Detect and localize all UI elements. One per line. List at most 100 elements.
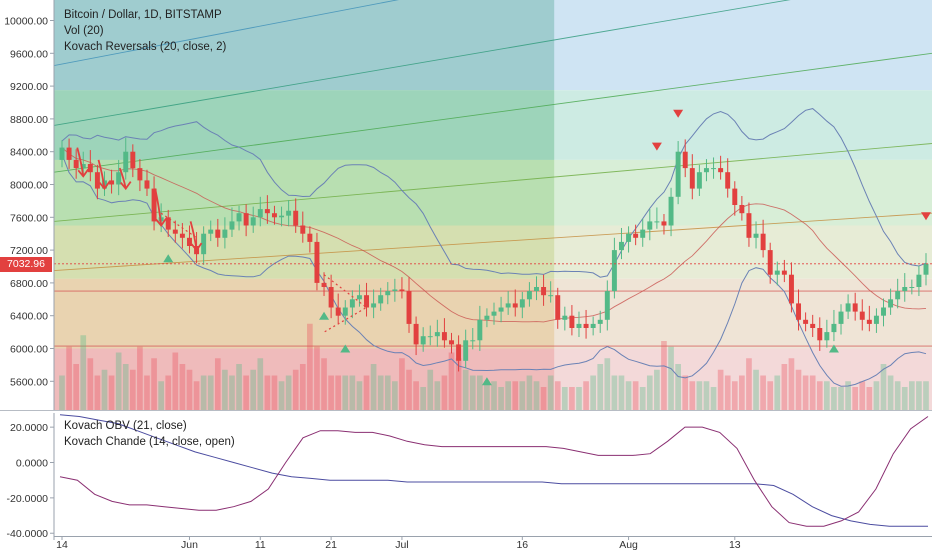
volume-bar	[746, 358, 752, 410]
volume-bar	[108, 375, 115, 410]
volume-bar	[264, 375, 271, 410]
candle-body	[689, 168, 695, 189]
volume-bar	[73, 364, 79, 410]
candle-body	[760, 233, 766, 251]
volume-bar	[229, 375, 235, 410]
price-tick-label: 8400.00	[10, 147, 48, 159]
volume-bar	[590, 375, 596, 410]
volume-bar	[866, 387, 873, 410]
price-tick-label: 10000.00	[4, 16, 48, 28]
candle-body	[201, 233, 207, 255]
candle-body	[208, 229, 214, 234]
candle-body	[109, 180, 115, 185]
volume-bar	[880, 364, 887, 410]
symbol-title[interactable]: Bitcoin / Dollar, 1D, BITSTAMP	[64, 9, 222, 21]
volume-bar	[257, 358, 264, 410]
reversal-up-marker	[340, 344, 351, 353]
candle-body	[859, 311, 865, 320]
volume-bar	[894, 381, 901, 410]
indicator-reversals-label[interactable]: Kovach Reversals (20, close, 2)	[64, 41, 227, 53]
volume-bar	[59, 375, 65, 410]
volume-bar	[887, 375, 894, 410]
volume-bar	[399, 358, 405, 410]
volume-bar	[314, 346, 320, 410]
volume-bar	[214, 358, 221, 410]
candle-body	[137, 168, 143, 181]
volume-bar	[760, 375, 766, 410]
volume-bar	[526, 375, 533, 410]
volume-bar	[356, 381, 363, 410]
fib-band-shade-3	[54, 225, 555, 279]
annotation-arrow	[189, 221, 203, 252]
price-tick-label: 6800.00	[10, 278, 48, 290]
volume-bar	[200, 375, 207, 410]
candle-body	[640, 229, 646, 238]
candle-body	[725, 172, 731, 189]
volume-bar	[87, 358, 94, 410]
candle-body	[328, 287, 334, 308]
volume-bar	[434, 381, 441, 410]
candle-body	[413, 323, 419, 345]
candle-body	[449, 340, 454, 345]
candle-body	[824, 332, 830, 341]
volume-bar	[448, 352, 455, 410]
upper-band-line	[61, 108, 927, 278]
candle-body	[342, 307, 348, 316]
candle-body	[895, 291, 901, 300]
volume-bar	[179, 364, 186, 410]
candle-body	[406, 291, 412, 324]
candle-body	[774, 270, 780, 275]
volume-bar	[561, 387, 568, 410]
volume-bar	[668, 346, 674, 410]
candle-body	[80, 164, 86, 169]
time-tick-label: Aug	[619, 539, 638, 550]
volume-bar	[682, 375, 689, 410]
volume-bar	[377, 375, 384, 410]
candle-body	[116, 172, 122, 185]
candle-body	[356, 295, 362, 300]
fib-band-shade-2	[54, 159, 555, 226]
volume-bar	[115, 352, 122, 410]
candle-body	[810, 323, 816, 328]
candle-body	[732, 188, 738, 205]
candle-body	[271, 213, 277, 218]
candle-body	[420, 336, 426, 345]
volume-bar	[186, 369, 193, 410]
candle-body	[767, 250, 773, 275]
candle-body	[526, 291, 532, 300]
volume-bar	[816, 381, 823, 410]
candle-body	[866, 319, 872, 324]
candle-body	[264, 209, 270, 214]
candle-body	[696, 172, 702, 189]
volume-bar	[519, 381, 526, 410]
candle-body	[484, 315, 490, 320]
fib-band-shade-5	[54, 348, 555, 410]
candle-body	[838, 311, 844, 324]
candle-body	[548, 295, 554, 297]
volume-bar	[94, 375, 101, 410]
volume-bar	[129, 369, 136, 410]
volume-bar	[675, 364, 681, 410]
fib-band-shade-1	[54, 90, 555, 160]
price-tick-label: 6400.00	[10, 311, 48, 323]
volume-bar	[774, 375, 781, 410]
volume-bar	[689, 381, 696, 410]
time-tick-label: 13	[729, 539, 741, 550]
indicator-obv-label[interactable]: Kovach OBV (21, close)	[64, 420, 187, 432]
channel-line-0	[54, 0, 400, 67]
volume-bar	[576, 387, 582, 410]
volume-bar	[285, 375, 292, 410]
indicator-chande-label[interactable]: Kovach Chande (14, close, open)	[64, 436, 235, 448]
candle-body	[845, 303, 851, 312]
lower-tick-label: 0.0000	[16, 458, 48, 470]
time-tick-label: 21	[325, 539, 337, 550]
volume-bar	[455, 358, 462, 410]
candle-body	[463, 340, 469, 361]
indicator-vol-label[interactable]: Vol (20)	[64, 25, 104, 37]
candle-body	[888, 299, 894, 308]
candle-body	[392, 289, 398, 292]
fib-band-shade-4	[54, 278, 555, 349]
candle-body	[279, 215, 285, 218]
